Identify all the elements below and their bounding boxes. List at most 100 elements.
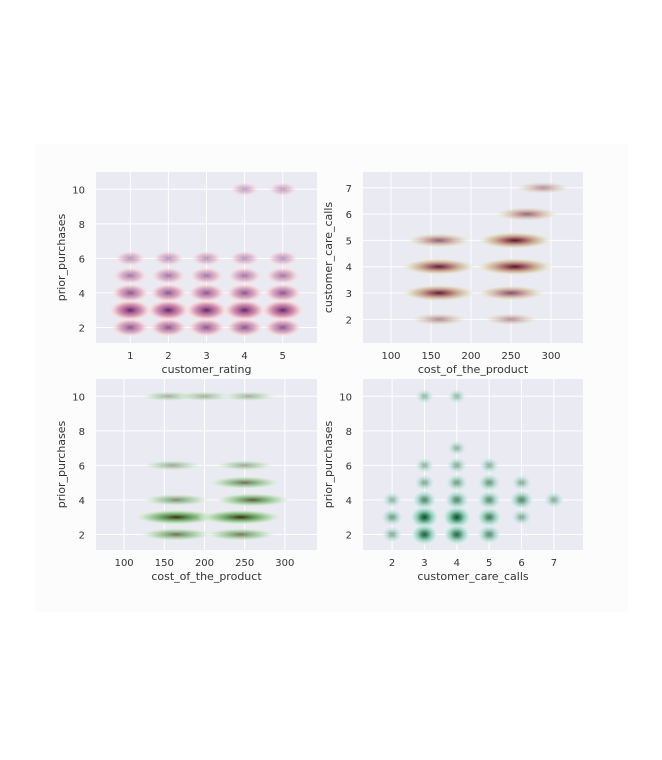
density-peak: [414, 457, 435, 474]
y-axis-label: customer_care_calls: [322, 202, 335, 314]
density-peak: [411, 489, 438, 511]
y-tick-label: 4: [346, 496, 352, 507]
density-peak: [508, 489, 535, 511]
density-peak: [447, 388, 467, 405]
y-tick-label: 4: [79, 496, 85, 507]
panel-1: 1 2 3 4 5 2 4 6 8 10 customer_rating prior_purchase…: [55, 172, 317, 376]
density-peak: [152, 250, 185, 267]
density-peak: [175, 391, 234, 402]
panel-2: 100 150 200 250 300 2 3 4 5 6 7 cost_of_the_product…: [322, 172, 583, 376]
density-peak: [114, 250, 147, 267]
density-peak: [409, 505, 440, 530]
density-peak: [213, 492, 293, 508]
y-tick-label: 5: [346, 236, 352, 247]
x-tick-label: 150: [155, 558, 174, 569]
density-peak: [141, 459, 203, 471]
density-peak: [476, 231, 554, 250]
density-peak: [494, 206, 560, 222]
x-tick-label: 250: [235, 558, 254, 569]
y-tick-label: 8: [346, 427, 352, 438]
density-peak: [226, 266, 263, 285]
x-tick-label: 5: [280, 351, 286, 362]
density-peak: [442, 523, 471, 546]
density-peak: [476, 489, 502, 510]
density-peak: [184, 299, 229, 322]
density-peak: [405, 232, 473, 248]
density-peak: [148, 317, 188, 338]
x-tick-label: 2: [165, 351, 171, 362]
density-peak: [445, 473, 469, 492]
density-peak: [225, 317, 265, 338]
density-peak: [267, 181, 298, 197]
y-tick-label: 2: [79, 323, 85, 334]
density-peak: [108, 299, 153, 322]
density-peak: [510, 474, 533, 492]
density-peak: [148, 283, 188, 303]
x-tick-label: 300: [275, 558, 294, 569]
x-tick-label: 7: [551, 558, 557, 569]
density-peak: [400, 258, 478, 276]
density-peak: [141, 493, 212, 507]
density-peak: [414, 388, 435, 405]
density-peak: [410, 312, 468, 326]
y-tick-label: 4: [346, 263, 352, 274]
density-peak: [263, 317, 303, 338]
density-peak: [187, 283, 226, 303]
y-tick-label: 10: [72, 185, 85, 196]
density-peak: [482, 312, 540, 326]
density-peak: [112, 266, 148, 285]
density-peak: [190, 250, 223, 267]
x-tick-label: 3: [421, 558, 427, 569]
y-tick-label: 8: [79, 220, 85, 231]
density-peak: [446, 439, 467, 457]
x-tick-label: 3: [203, 351, 209, 362]
density-peak: [229, 181, 260, 197]
y-tick-label: 3: [346, 289, 352, 300]
density-peak: [510, 508, 533, 526]
density-peak: [214, 459, 276, 471]
density-peak: [476, 524, 502, 545]
density-peak: [207, 475, 283, 490]
density-peak: [150, 266, 187, 285]
density-peak: [146, 299, 191, 322]
density-peak: [444, 489, 470, 511]
y-axis-label: prior_purchases: [322, 420, 335, 508]
density-peak: [478, 456, 500, 474]
density-peak: [400, 284, 478, 302]
density-peak: [445, 456, 468, 475]
x-tick-label: 4: [241, 351, 247, 362]
y-tick-label: 10: [339, 392, 352, 403]
x-tick-label: 1: [127, 351, 133, 362]
density-peak: [265, 266, 301, 285]
density-peak: [263, 283, 303, 303]
density-peak: [110, 283, 150, 303]
density-peak: [203, 527, 278, 542]
density-peak: [477, 473, 502, 493]
panel-3: 100 150 200 250 300 2 4 6 8 10 cost_of_the_product…: [55, 379, 317, 583]
density-peak: [187, 317, 226, 338]
density-peak: [266, 250, 299, 267]
x-tick-label: 150: [421, 351, 440, 362]
density-peak: [222, 299, 267, 322]
density-peak: [225, 283, 265, 303]
x-tick-label: 100: [381, 351, 400, 362]
x-tick-label: 4: [454, 558, 460, 569]
x-tick-label: 100: [115, 558, 134, 569]
density-peak: [197, 509, 285, 526]
y-tick-label: 7: [346, 184, 352, 195]
y-tick-label: 2: [346, 315, 352, 326]
y-tick-label: 6: [79, 254, 85, 265]
density-peak: [110, 317, 150, 338]
density-peak: [475, 506, 503, 528]
x-axis-label: customer_rating: [162, 363, 252, 376]
y-tick-label: 6: [346, 210, 352, 221]
x-axis-label: cost_of_the_product: [151, 570, 262, 583]
x-tick-label: 250: [501, 351, 520, 362]
density-peak: [228, 250, 261, 267]
panel-4: 2 3 4 5 6 7 2 4 6 8 10 customer_care_calls prior_pur…: [322, 379, 583, 583]
y-tick-label: 2: [346, 530, 352, 541]
plot-area: [363, 172, 583, 343]
x-axis-label: customer_care_calls: [417, 570, 529, 583]
density-peak: [220, 391, 278, 402]
